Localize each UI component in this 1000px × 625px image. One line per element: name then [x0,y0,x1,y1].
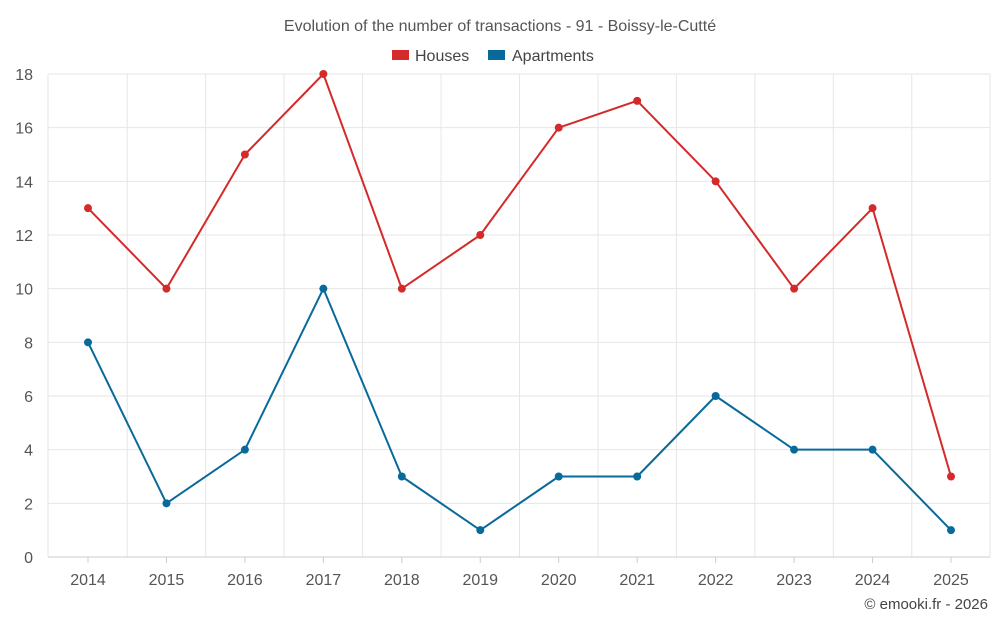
series-line-houses [87,73,952,477]
y-tick-label: 14 [15,174,33,191]
data-point-houses [319,70,328,78]
data-point-houses [868,204,877,213]
data-point-houses [240,150,249,159]
legend-swatch-houses [392,50,409,60]
y-tick-label: 16 [15,121,33,138]
credit-text: © emooki.fr - 2026 [864,596,988,613]
x-tick-label: 2025 [933,572,969,589]
x-tick-label: 2015 [149,572,185,589]
chart-title: Evolution of the number of transactions … [284,18,716,35]
data-point-apartments [162,499,171,508]
data-point-houses [711,177,720,186]
data-point-houses [554,123,563,132]
legend-swatch-apartments [488,50,505,60]
data-point-houses [947,472,955,481]
legend-label-houses: Houses [415,48,469,65]
y-tick-label: 4 [24,443,33,460]
y-tick-label: 12 [15,228,33,245]
y-tick-label: 10 [15,282,33,299]
y-tick-label: 8 [24,335,33,352]
data-point-houses [790,284,799,293]
x-tick-label: 2021 [619,572,655,589]
data-point-apartments [790,445,799,454]
series-line-apartments [87,287,952,532]
x-tick-label: 2018 [384,572,420,589]
x-tick-label: 2022 [698,572,734,589]
data-point-apartments [397,472,406,481]
data-point-apartments [319,284,328,293]
x-tick-label: 2017 [306,572,342,589]
data-point-houses [397,284,406,293]
data-point-apartments [633,472,642,481]
axes: 0 2 4 6 8 10 12 14 16 18 2014 2015 2016 2017 2018 2019 2… [15,67,990,589]
legend-label-apartments: Apartments [512,48,594,65]
x-tick-label: 2019 [462,572,498,589]
y-tick-label: 6 [24,389,33,406]
x-tick-label: 2020 [541,572,577,589]
gridlines [47,73,991,557]
data-point-apartments [711,392,720,400]
data-point-apartments [554,472,563,481]
data-point-houses [633,96,642,105]
y-tick-label: 2 [24,496,33,513]
data-point-apartments [476,526,485,535]
data-point-apartments [240,445,249,454]
data-point-apartments [84,338,92,347]
series [84,70,955,535]
data-point-houses [476,231,485,239]
data-point-apartments [947,526,955,535]
x-tick-label: 2014 [70,572,106,589]
legend-item-apartments[interactable]: Apartments [488,48,594,65]
x-tick-label: 2023 [776,572,812,589]
x-tick-label: 2016 [227,572,263,589]
data-point-houses [162,284,171,293]
legend: Houses Apartments [392,48,594,65]
legend-item-houses[interactable]: Houses [392,48,469,65]
data-point-apartments [868,445,877,454]
data-point-houses [84,204,92,213]
y-tick-label: 18 [15,67,33,84]
y-tick-label: 0 [24,550,33,567]
x-tick-label: 2024 [855,572,891,589]
